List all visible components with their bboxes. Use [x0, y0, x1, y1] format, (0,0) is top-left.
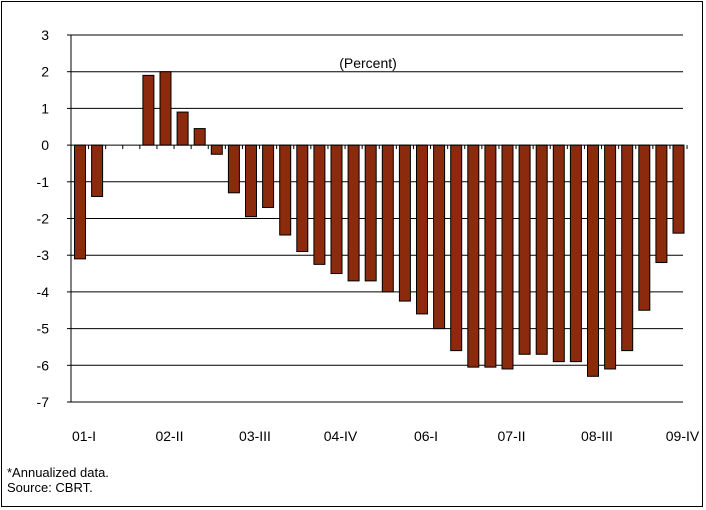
y-tick-label: 2 — [41, 64, 49, 80]
bar-03-II — [227, 144, 240, 194]
bars — [74, 71, 685, 377]
footnote-source: Source: CBRT. — [7, 480, 93, 495]
y-tick-label: 0 — [41, 137, 49, 153]
y-tick-label: -1 — [37, 174, 50, 190]
bar-02-II — [159, 71, 172, 146]
bar-09-III — [655, 144, 668, 264]
y-tick-label: -6 — [37, 357, 50, 373]
bar-04-III — [313, 144, 326, 265]
bar-05-I — [347, 144, 360, 282]
bar-03-III — [245, 144, 257, 218]
bar-03-IV — [262, 144, 275, 208]
x-tick-label: 03-III — [239, 428, 271, 444]
x-tick-label: 04-IV — [324, 428, 358, 444]
bar-05-IV — [398, 144, 411, 302]
x-tick-label: 06-I — [414, 428, 438, 444]
x-tick-label: 08-III — [581, 428, 613, 444]
bar-07-II — [501, 144, 514, 370]
bar-08-III — [587, 144, 599, 377]
bar-01-II — [91, 144, 104, 197]
bar-04-I — [279, 144, 292, 236]
bar-06-II — [433, 144, 446, 330]
bar-08-I — [552, 144, 565, 363]
bar-07-III — [518, 144, 531, 355]
bar-05-III — [381, 144, 394, 293]
bar-07-I — [484, 144, 497, 368]
x-tick-labels: 01-I 02-II 03-III 04-IV 06-I 07-II 08-III 09-IV — [72, 428, 700, 444]
bar-07-IV — [535, 144, 548, 355]
y-tick-label: -3 — [37, 247, 50, 263]
bar-02-IV — [193, 128, 206, 146]
axes — [70, 35, 688, 402]
bar-09-I — [621, 144, 634, 352]
chart-subtitle: (Percent) — [339, 55, 397, 71]
x-tick-label: 09-IV — [666, 428, 700, 444]
bar-04-II — [296, 144, 309, 253]
bar-06-IV — [467, 144, 480, 368]
bar-08-II — [569, 144, 582, 363]
y-tick-label: 3 — [41, 27, 49, 43]
footnote-annualized: *Annualized data. — [7, 465, 109, 480]
x-tick-label: 02-II — [155, 428, 183, 444]
y-tick-label: -2 — [37, 211, 50, 227]
x-tick-label: 07-II — [497, 428, 525, 444]
bar-09-II — [638, 144, 651, 311]
bar-05-II — [364, 144, 377, 282]
bar-02-III — [176, 111, 189, 146]
y-tick-label: 1 — [41, 100, 49, 116]
bar-06-I — [416, 144, 428, 315]
y-tick-label: -7 — [37, 394, 50, 410]
y-tick-labels: 3 2 1 0 -1 -2 -3 -4 -5 -6 -7 — [37, 27, 50, 410]
bar-04-IV — [330, 144, 343, 275]
bar-01-I — [74, 144, 86, 260]
bar-02-I — [142, 74, 155, 146]
x-tick-label: 01-I — [72, 428, 96, 444]
y-tick-label: -5 — [37, 321, 50, 337]
bar-08-IV — [604, 144, 617, 370]
bar-06-III — [450, 144, 463, 352]
bar-09-IV — [672, 144, 685, 234]
bar-03-I — [210, 144, 223, 155]
y-tick-label: -4 — [37, 284, 50, 300]
